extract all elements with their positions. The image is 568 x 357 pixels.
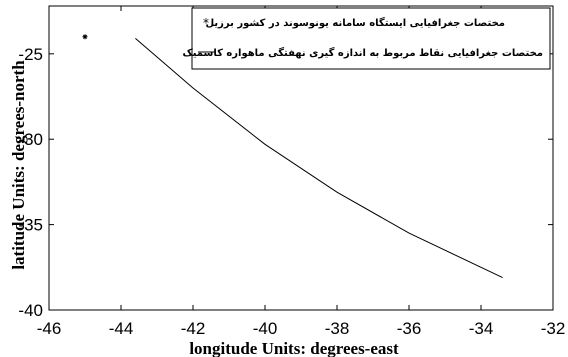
- marks-layer: [82, 34, 503, 279]
- y-tick-label: -25: [18, 45, 43, 64]
- legend-box: [191, 7, 551, 70]
- y-tick-label: -30: [18, 130, 43, 149]
- y-tick-label: -35: [18, 216, 43, 235]
- x-tick-label: -46: [37, 319, 62, 338]
- x-tick-label: -38: [325, 319, 350, 338]
- x-axis-title: longitude Units: degrees-east: [189, 339, 399, 357]
- y-axis-title: latitude Units: degrees-north: [9, 60, 28, 270]
- y-tick-label: -40: [18, 301, 43, 320]
- x-tick-label: -44: [109, 319, 134, 338]
- ticks-layer: -46 -44 -42 -40 -38 -36 -34 -32 -25 -30 -35 -40: [18, 6, 565, 338]
- x-tick-label: -42: [181, 319, 206, 338]
- legend: * مختصات جغرافیایی ایستگاه سامانه یونوسو…: [182, 7, 551, 70]
- x-tick-label: -34: [469, 319, 494, 338]
- x-tick-label: -40: [253, 319, 278, 338]
- legend-marker-star: *: [203, 16, 209, 30]
- cosmic-line: [135, 38, 503, 279]
- x-tick-label: -36: [397, 319, 422, 338]
- station-point: [82, 34, 88, 40]
- x-tick-label: -32: [541, 319, 566, 338]
- legend-label-station: مختصات جغرافیایی ایستگاه سامانه یونوسوند…: [205, 16, 505, 29]
- legend-label-cosmic: مختصات جغرافیایی نقاط مربوط به اندازه گی…: [182, 46, 543, 59]
